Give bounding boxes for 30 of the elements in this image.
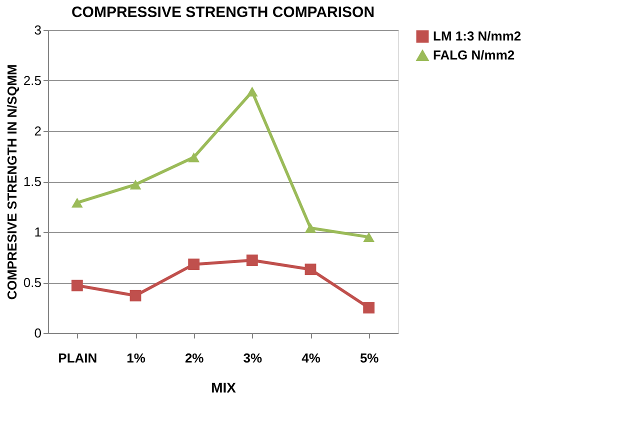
point (363, 232, 375, 242)
legend-label: FALG N/mm2 (433, 48, 515, 62)
x-tick-label: 1% (126, 350, 146, 366)
y-tick-label: 1 (34, 224, 42, 240)
y-tick-label: 2.5 (23, 73, 42, 88)
x-tick-label: 5% (360, 350, 380, 366)
point (71, 198, 83, 208)
point (130, 180, 142, 190)
x-tick-label: 2% (184, 350, 204, 366)
legend-label: LM 1:3 N/mm2 (433, 28, 522, 44)
chart-title: COMPRESSIVE STRENGTH COMPARISON (71, 4, 375, 21)
point (304, 264, 316, 276)
x-tick-label: 3% (243, 350, 262, 366)
point (363, 302, 375, 314)
point (188, 258, 200, 270)
point (188, 152, 200, 162)
y-tick-label: 2 (34, 124, 42, 138)
point (246, 86, 258, 97)
y-axis-title: COMPRESIVE STRENGTH IN N/SQMM (4, 64, 20, 300)
y-tick-label: 3 (34, 22, 42, 38)
point (304, 223, 316, 233)
x-tick-label: PLAIN (58, 350, 98, 366)
point (71, 280, 83, 292)
y-tick-label: 0 (34, 326, 42, 340)
x-axis-title: MIX (211, 380, 237, 396)
y-tick-label: 0.5 (23, 275, 42, 290)
point (130, 290, 142, 302)
x-tick-label: 4% (302, 350, 321, 366)
point (246, 254, 258, 266)
y-tick-label: 1.5 (23, 174, 42, 189)
